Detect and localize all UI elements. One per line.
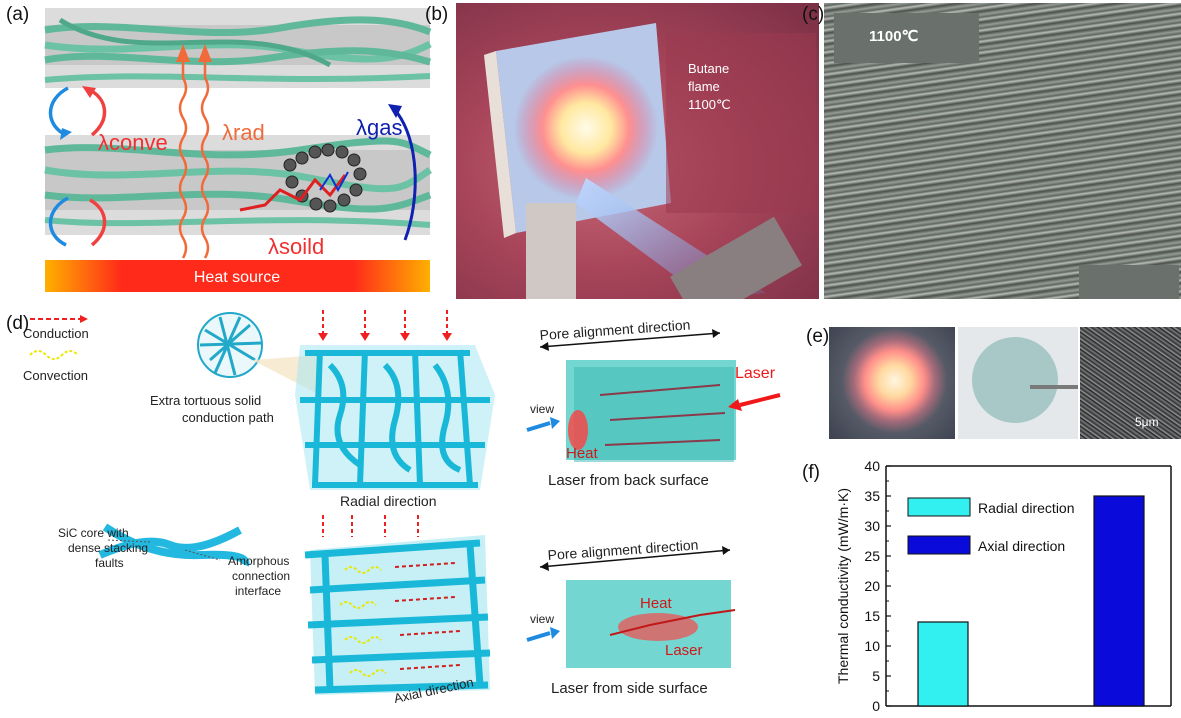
lambda-gas-label: λgas <box>356 115 402 140</box>
convection-legend-line <box>29 350 79 360</box>
pore-alignment-arrow-2 <box>539 549 731 568</box>
laser-back-caption: Laser from back surface <box>548 472 709 489</box>
flame-caption-2: flame <box>688 79 720 94</box>
y-tick-label: 5 <box>872 668 880 684</box>
y-tick-label: 25 <box>864 548 880 564</box>
thermal-conductivity-chart: 0 5 10 15 20 25 30 35 40 Thermal conductivity (mW… <box>835 458 1172 713</box>
panel-b-photo: Butane flame 1100℃ <box>456 3 819 299</box>
heat-label-1: Heat <box>566 445 599 462</box>
extra-path-label-1: Extra tortuous solid <box>150 393 261 408</box>
panel-c-sem-image: 1100℃ <box>824 3 1181 299</box>
radial-direction-label: Radial direction <box>340 493 437 509</box>
y-tick-label: 10 <box>864 638 880 654</box>
axial-structure <box>304 535 491 695</box>
bar-axial <box>1093 495 1145 707</box>
bar-radial <box>917 621 969 707</box>
panel-d: Conduction Convection Extra tortuous sol… <box>0 305 815 713</box>
solid-path-arrow <box>239 174 347 212</box>
pore-alignment-arrow-1 <box>539 332 721 348</box>
laser-label-2: Laser <box>665 642 703 659</box>
sample-disc <box>972 337 1058 423</box>
extra-path-label-2: conduction path <box>182 410 274 425</box>
legend-label-radial: Radial direction <box>978 500 1075 516</box>
legend-swatch-radial <box>907 497 971 517</box>
panel-a-schematic: Heat source λconve λrad λgas λsoild <box>44 8 432 292</box>
chart-axes: 0 5 10 15 20 25 30 35 40 Thermal conductivity (mW… <box>835 458 1172 713</box>
lambda-conve-label: λconve <box>98 130 168 155</box>
chart-legend: Radial direction Axial direction <box>907 497 1075 555</box>
heat-label-2: Heat <box>640 595 673 612</box>
y-tick-label: 15 <box>864 608 880 624</box>
temp-label-box: 1100℃ <box>834 13 979 63</box>
panel-e-disc-photo <box>958 327 1078 439</box>
view-label-2: view <box>530 612 554 626</box>
amorph-label-1: Amorphous <box>228 554 289 568</box>
particle-cluster <box>283 143 367 213</box>
radial-conduction-arrows <box>322 310 448 335</box>
panel-c-label: (c) <box>802 4 825 25</box>
sic-fiber-2 <box>102 523 250 567</box>
y-tick-label: 30 <box>864 518 880 534</box>
panel-e-label: (e) <box>806 326 830 347</box>
radiation-wave-2 <box>200 60 210 259</box>
sem-temperature-label: 1100℃ <box>869 28 919 45</box>
y-tick-label: 40 <box>864 458 880 474</box>
panel-a: Heat source λconve λrad λgas λsoild (a) <box>0 0 450 300</box>
sic-label-2: dense stacking <box>68 541 148 555</box>
laser-label-1: Laser <box>735 365 776 382</box>
panel-d-schematic: Conduction Convection Extra tortuous sol… <box>23 310 781 706</box>
y-axis-label: Thermal conductivity (mW/m·K) <box>835 488 851 684</box>
amorph-label-3: interface <box>235 584 281 598</box>
panel-f-label: (f) <box>802 462 820 483</box>
panel-e-glow-photo <box>829 327 955 439</box>
pore-alignment-label-1: Pore alignment direction <box>539 316 691 342</box>
radial-structure <box>295 345 495 490</box>
chart-bars <box>917 495 1145 707</box>
lambda-rad-label: λrad <box>222 120 265 145</box>
conduction-legend-label: Conduction <box>23 326 89 341</box>
heat-source-bar <box>45 260 430 292</box>
flame-caption-1: Butane <box>688 61 729 76</box>
sic-label-3: faults <box>95 556 124 570</box>
convection-arrow-bottom-red <box>89 198 107 247</box>
panel-d-label: (d) <box>6 313 30 334</box>
thermocouple-wire <box>1030 385 1078 389</box>
glowing-spot <box>514 56 658 200</box>
y-tick-label: 0 <box>872 698 880 713</box>
heat-source-label: Heat source <box>194 269 280 286</box>
y-tick-label: 20 <box>864 578 880 594</box>
sem-scale-label: 5μm <box>1135 415 1159 429</box>
flame-caption-3: 1100℃ <box>688 97 731 112</box>
convection-legend-label: Convection <box>23 368 88 383</box>
flame-photo-illustration: Butane flame 1100℃ <box>484 23 816 299</box>
panel-b-label: (b) <box>425 4 449 25</box>
gas-arrow <box>393 109 417 241</box>
convection-arrow-top-blue <box>48 86 69 137</box>
y-tick-label: 35 <box>864 488 880 504</box>
lambda-soild-label: λsoild <box>268 234 324 259</box>
scale-bar-box <box>1079 265 1179 299</box>
legend-swatch-axial <box>907 535 971 555</box>
convection-arrow-top-red <box>89 88 107 137</box>
convection-arrow-bottom-blue <box>48 196 69 247</box>
amorph-label-2: connection <box>232 569 290 583</box>
view-label-1: view <box>530 402 554 416</box>
radiation-wave-1 <box>178 60 188 259</box>
axial-conduction-arrows <box>322 515 419 537</box>
panel-a-label: (a) <box>6 4 30 25</box>
panel-e-sem-photo: 5μm <box>1080 327 1181 439</box>
sic-label-1: SiC core with <box>58 526 129 540</box>
sic-fiber-1 <box>98 526 242 559</box>
legend-label-axial: Axial direction <box>978 538 1065 554</box>
laser-side-caption: Laser from side surface <box>551 680 708 697</box>
